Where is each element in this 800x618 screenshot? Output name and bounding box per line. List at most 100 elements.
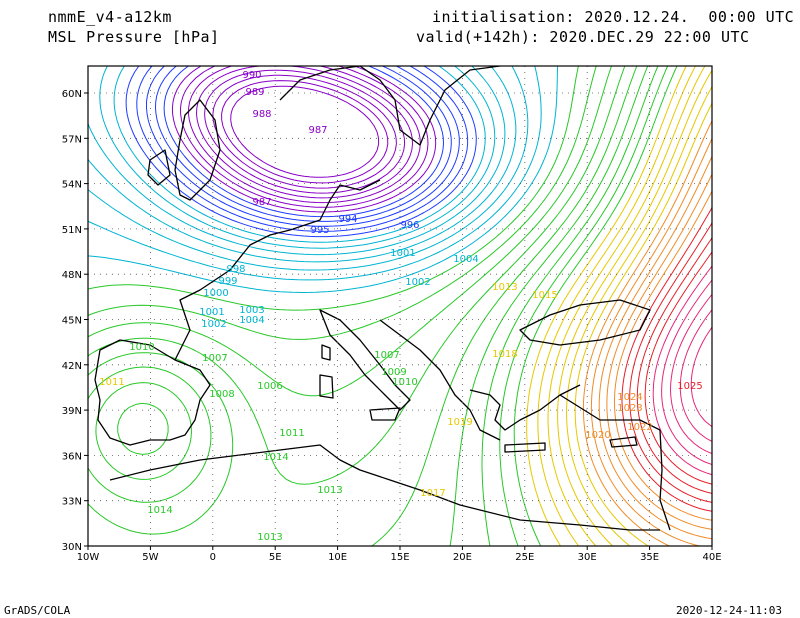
init-time: initialisation: 2020.12.24. 00:00 UTC xyxy=(432,8,795,26)
coastline xyxy=(321,344,331,361)
lat-axis: 30N 33N 36N 39N 42N 45N 48N 51N 54N 57N 60N xyxy=(62,89,88,553)
isobar-label: 1010 xyxy=(129,342,154,353)
isobar xyxy=(88,66,529,271)
isobar xyxy=(196,66,413,199)
coastline xyxy=(504,442,546,453)
isobar xyxy=(590,138,712,546)
lon-tick-label: 5W xyxy=(142,552,158,563)
isobar xyxy=(566,86,712,546)
isobar-label: 1002 xyxy=(201,319,226,330)
isobar-label: 994 xyxy=(338,214,357,225)
isobar-label: 1013 xyxy=(317,485,342,496)
isobar xyxy=(99,66,496,249)
isobar-label: 1003 xyxy=(239,305,264,316)
isobar xyxy=(113,66,486,243)
isobar xyxy=(204,69,406,194)
lat-tick-label: 60N xyxy=(62,89,82,100)
lon-tick-label: 10W xyxy=(77,552,100,563)
coastline xyxy=(609,436,638,448)
lat-tick-label: 39N xyxy=(62,406,82,417)
isobar xyxy=(88,66,542,281)
isobar xyxy=(95,66,659,546)
lon-tick-label: 30E xyxy=(578,552,597,563)
coastline xyxy=(369,407,401,421)
isobar xyxy=(547,66,706,546)
isobar-label: 1015 xyxy=(532,290,557,301)
model-title: nmmE_v4-a12km xyxy=(48,8,172,26)
coastline xyxy=(174,179,381,361)
isobar-label: 1013 xyxy=(257,532,282,543)
isobar xyxy=(88,66,559,293)
isobar xyxy=(629,222,712,503)
isobar-label: 1011 xyxy=(99,377,124,388)
isobar xyxy=(88,66,649,546)
isobar-label: 987 xyxy=(308,125,327,136)
isobar-label: 1001 xyxy=(199,307,224,318)
coastline xyxy=(659,429,671,531)
isobar xyxy=(88,66,597,340)
coastline xyxy=(319,374,334,399)
lon-tick-label: 0 xyxy=(210,552,216,563)
isobar-layer xyxy=(88,66,712,546)
lat-tick-label: 51N xyxy=(62,225,82,236)
isobar-label: 995 xyxy=(310,225,329,236)
lat-tick-label: 57N xyxy=(62,134,82,145)
lon-tick-label: 10E xyxy=(328,552,347,563)
isobar xyxy=(125,66,477,238)
isobar xyxy=(537,66,696,546)
coastline-layer xyxy=(94,66,671,531)
lon-tick-label: 25E xyxy=(515,552,534,563)
isobar-label: 1014 xyxy=(263,452,288,463)
coastline xyxy=(559,394,661,431)
isobar xyxy=(180,66,429,208)
isobar-label: 1022 xyxy=(627,422,652,433)
isobar-label: 1008 xyxy=(209,389,234,400)
isobar-label: 1010 xyxy=(392,377,417,388)
isobar xyxy=(644,251,712,485)
isobar-label: 1017 xyxy=(420,488,445,499)
isobar-label: 1004 xyxy=(239,315,264,326)
isobar xyxy=(88,66,612,397)
coastline xyxy=(319,309,411,411)
isobar-label: 1020 xyxy=(585,430,610,441)
isobar-label: 996 xyxy=(400,220,419,231)
coastline xyxy=(174,99,221,201)
lon-axis: 10W 5W 0 5E 10E 15E 20E 25E 30E 35E 40E xyxy=(77,546,722,563)
lat-tick-label: 42N xyxy=(62,361,82,372)
lat-tick-label: 36N xyxy=(62,451,82,462)
isobar-label: 1009 xyxy=(381,367,406,378)
isobar xyxy=(146,66,460,227)
isobar-label: 988 xyxy=(252,109,271,120)
isobar-label: 1001 xyxy=(390,248,415,259)
isobar-label: 1025 xyxy=(677,381,702,392)
lat-tick-label: 30N xyxy=(62,542,82,553)
isobar-label: 990 xyxy=(242,70,261,81)
isobar-label: 999 xyxy=(218,276,237,287)
isobar xyxy=(690,326,712,428)
valid-time: valid(+142h): 2020.DEC.29 22:00 UTC xyxy=(416,28,750,46)
isobar-label: 1007 xyxy=(374,350,399,361)
isobar xyxy=(88,66,517,263)
isobar xyxy=(582,120,712,546)
footer-timestamp: 2020-12-24-11:03 xyxy=(676,604,782,617)
lat-tick-label: 45N xyxy=(62,316,82,327)
coastline xyxy=(94,339,211,446)
isobar xyxy=(221,80,389,184)
isobar-label: 1024 xyxy=(617,392,642,403)
credit-label: GrADS/COLA xyxy=(4,604,71,617)
isobar xyxy=(670,294,712,455)
isobar-label: 1007 xyxy=(202,353,227,364)
isobar-label: 1006 xyxy=(257,381,282,392)
isobar xyxy=(526,66,687,546)
isobar xyxy=(88,66,638,546)
lat-tick-label: 33N xyxy=(62,497,82,508)
coastline xyxy=(469,384,581,431)
isobar-label: 1019 xyxy=(447,417,472,428)
isobar xyxy=(188,66,421,204)
coastline xyxy=(379,319,501,441)
isobar-label: 1018 xyxy=(492,349,517,360)
isobar-label: 1011 xyxy=(279,428,304,439)
graticule xyxy=(88,66,712,546)
